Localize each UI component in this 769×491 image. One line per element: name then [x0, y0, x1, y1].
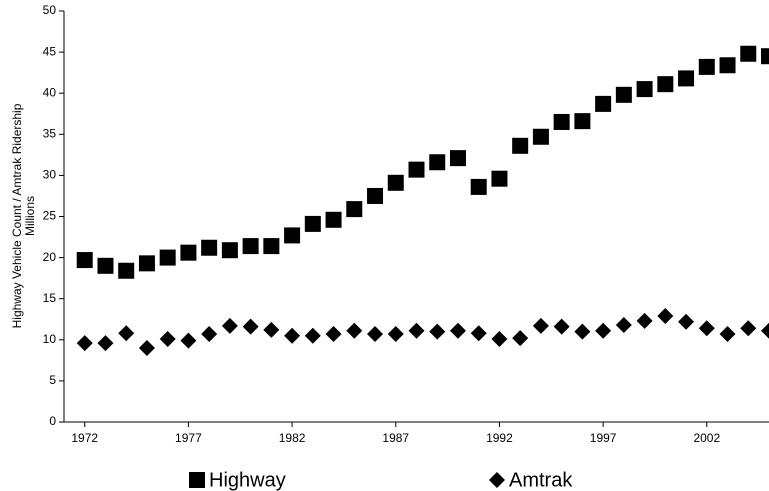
- square-marker: [408, 161, 425, 178]
- square-marker: [138, 255, 155, 272]
- diamond-marker: [325, 326, 342, 343]
- square-marker: [657, 76, 674, 93]
- square-marker: [118, 262, 135, 279]
- square-marker: [678, 70, 695, 87]
- diamond-marker: [698, 320, 715, 337]
- diamond-marker: [719, 326, 736, 343]
- square-marker: [636, 81, 653, 98]
- square-marker: [470, 178, 487, 195]
- square-marker: [387, 174, 404, 191]
- diamond-marker: [159, 330, 176, 347]
- y-tick-label: 0: [49, 414, 56, 428]
- square-marker: [698, 58, 715, 75]
- diamond-marker: [512, 330, 529, 347]
- diamond-marker: [263, 321, 280, 338]
- x-tick-label: 1972: [71, 431, 98, 445]
- y-tick-label: 15: [43, 291, 57, 305]
- diamond-marker: [532, 317, 549, 334]
- y-tick-label: 20: [43, 250, 57, 264]
- y-tick-label: 10: [43, 332, 57, 346]
- square-marker: [719, 57, 736, 74]
- diamond-marker: [574, 323, 591, 340]
- y-tick-label: 40: [43, 85, 57, 99]
- square-marker: [512, 137, 529, 154]
- diamond-marker: [346, 322, 363, 339]
- square-marker: [615, 86, 632, 103]
- square-marker: [304, 215, 321, 232]
- y-tick-label: 30: [43, 168, 57, 182]
- y-tick-label: 5: [49, 373, 56, 387]
- diamond-marker: [221, 317, 238, 334]
- y-axis-label: Highway Vehicle Count / Amtrak Ridership: [10, 103, 24, 328]
- square-marker: [574, 113, 591, 130]
- square-marker: [97, 257, 114, 274]
- diamond-marker: [387, 326, 404, 343]
- diamond-marker: [408, 322, 425, 339]
- x-tick-label: 1982: [279, 431, 306, 445]
- diamond-marker: [201, 326, 218, 343]
- diamond-marker: [138, 340, 155, 357]
- square-marker: [595, 95, 612, 112]
- diamond-marker: [367, 326, 384, 343]
- diamond-marker: [284, 327, 301, 344]
- square-marker: [242, 238, 259, 255]
- square-marker: [180, 244, 197, 261]
- diamond-marker: [429, 323, 446, 340]
- diamond-marker: [180, 332, 197, 349]
- square-marker: [221, 242, 238, 259]
- diamond-marker: [242, 318, 259, 335]
- diamond-marker: [761, 322, 769, 339]
- y-tick-label: 25: [43, 209, 57, 223]
- square-marker: [201, 239, 218, 256]
- diamond-marker: [76, 335, 93, 352]
- square-marker: [159, 249, 176, 266]
- square-marker: [76, 252, 93, 269]
- diamond-marker: [118, 325, 135, 342]
- diamond-marker: [657, 307, 674, 324]
- legend-label: Highway: [209, 469, 286, 491]
- diamond-marker: [636, 312, 653, 329]
- diamond-marker: [304, 327, 321, 344]
- square-marker: [284, 227, 301, 244]
- square-marker: [449, 150, 466, 167]
- x-tick-label: 1997: [590, 431, 617, 445]
- legend-label: Amtrak: [509, 469, 573, 491]
- diamond-marker: [449, 322, 466, 339]
- diamond-marker: [97, 335, 114, 352]
- diamond-marker: [489, 472, 505, 488]
- square-marker: [263, 238, 280, 255]
- x-tick-label: 1977: [175, 431, 202, 445]
- square-marker: [491, 170, 508, 187]
- x-tick-label: 2002: [693, 431, 720, 445]
- diamond-marker: [740, 320, 757, 337]
- square-marker: [532, 128, 549, 145]
- diamond-marker: [595, 322, 612, 339]
- y-tick-label: 45: [43, 44, 57, 58]
- x-tick-label: 1987: [382, 431, 409, 445]
- square-marker: [740, 45, 757, 62]
- diamond-marker: [615, 317, 632, 334]
- square-marker: [761, 48, 769, 65]
- y-tick-label: 35: [43, 126, 57, 140]
- diamond-marker: [678, 313, 695, 330]
- square-marker: [325, 211, 342, 228]
- y-axis-unit: Millions: [23, 196, 37, 236]
- square-marker: [429, 154, 446, 171]
- diamond-marker: [470, 325, 487, 342]
- diamond-marker: [553, 318, 570, 335]
- y-tick-label: 50: [43, 3, 57, 17]
- square-marker: [346, 201, 363, 218]
- square-marker: [553, 113, 570, 130]
- x-tick-label: 1992: [486, 431, 513, 445]
- square-marker: [189, 472, 205, 488]
- diamond-marker: [491, 330, 508, 347]
- square-marker: [367, 187, 384, 204]
